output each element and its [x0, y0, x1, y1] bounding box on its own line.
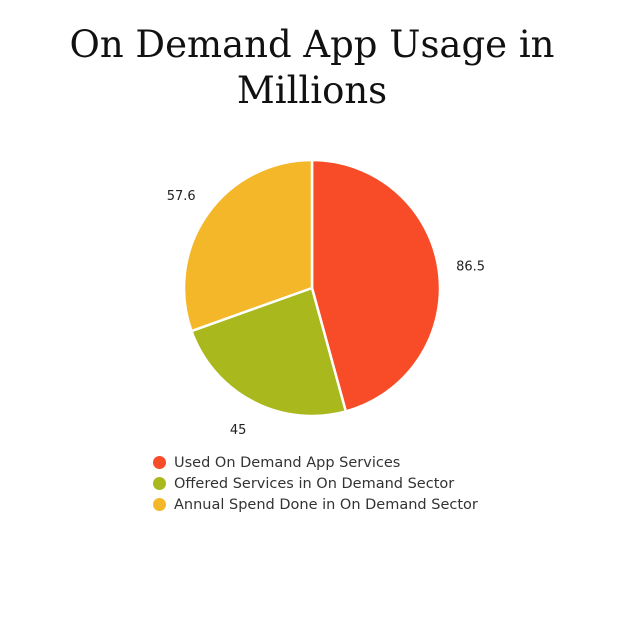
legend-label: Used On Demand App Services — [174, 454, 401, 471]
legend-swatch-icon — [153, 498, 166, 511]
legend-label: Annual Spend Done in On Demand Sector — [174, 496, 478, 513]
legend-item: Used On Demand App Services — [153, 452, 478, 473]
data-label: 57.6 — [167, 189, 196, 204]
legend-label: Offered Services in On Demand Sector — [174, 475, 455, 492]
pie-slice — [189, 286, 348, 418]
legend-item: Offered Services in On Demand Sector — [153, 473, 478, 494]
pie-slice — [310, 158, 442, 413]
legend-swatch-icon — [153, 477, 166, 490]
pie-slice — [182, 158, 314, 333]
legend-item: Annual Spend Done in On Demand Sector — [153, 494, 478, 515]
chart-title: On Demand App Usage in Millions — [69, 23, 555, 112]
legend: Used On Demand App Services Offered Servi… — [153, 452, 478, 515]
legend-swatch-icon — [153, 456, 166, 469]
data-label: 86.5 — [456, 260, 485, 275]
data-label: 45 — [230, 423, 247, 438]
